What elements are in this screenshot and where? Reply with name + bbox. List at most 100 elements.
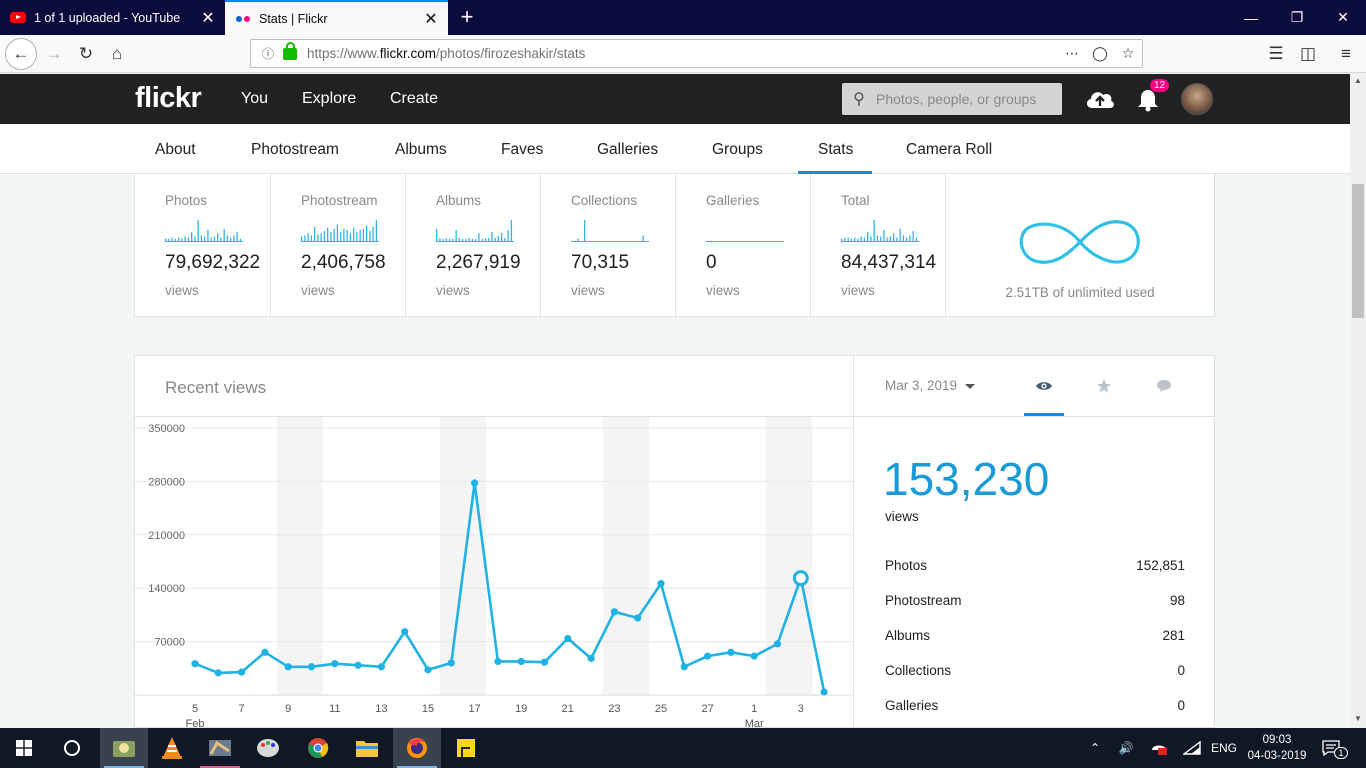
sparkline-bar (197, 220, 199, 242)
system-clock[interactable]: 09:03 04-03-2019 (1242, 732, 1312, 764)
forward-arrow-icon[interactable]: → (45, 44, 63, 63)
flickr-icon (235, 11, 251, 27)
close-icon[interactable]: ✕ (424, 10, 438, 28)
sparkline (706, 241, 784, 242)
tab-camera-roll[interactable]: Camera Roll (906, 141, 993, 158)
app-icon-games[interactable] (100, 728, 148, 768)
scroll-down-arrow-icon[interactable]: ▼ (1354, 714, 1362, 723)
info-icon[interactable]: ⓘ (261, 47, 274, 61)
stat-label: Photos (165, 193, 208, 208)
stat-label: Galleries (706, 193, 760, 208)
sparkline-baseline (571, 241, 649, 242)
page-scrollbar[interactable]: ▲ ▼ (1350, 74, 1366, 728)
url-text[interactable]: https://www.flickr.com/photos/firozeshak… (307, 46, 586, 61)
stat-card-galleries[interactable]: Galleries 0 views (676, 174, 811, 317)
comments-tab[interactable] (1144, 376, 1184, 396)
sparkline-bar (458, 238, 461, 242)
sparkline-bar (369, 231, 371, 242)
wifi-icon[interactable] (1180, 728, 1204, 768)
data-point (657, 580, 665, 588)
new-tab-plus-icon[interactable]: + (460, 4, 474, 29)
sparkline-bar (847, 237, 849, 242)
sparkline-bar (497, 236, 500, 242)
upload-cloud-icon[interactable] (1084, 86, 1116, 112)
volume-icon[interactable]: 🔊 (1118, 741, 1134, 755)
sidebar-icon[interactable]: ◫ (1299, 44, 1317, 63)
back-arrow-icon[interactable]: ← (5, 38, 37, 70)
tab-flickr-stats[interactable]: Stats | Flickr ✕ (225, 0, 448, 35)
faves-tab[interactable] (1084, 376, 1124, 396)
bookmark-star-icon[interactable]: ☆ (1121, 45, 1135, 61)
x-tick-label: 3 (798, 703, 804, 715)
breakdown-row: Photos 152,851 (885, 558, 1185, 578)
notification-count: 1 (1334, 747, 1348, 759)
scroll-up-arrow-icon[interactable]: ▲ (1354, 76, 1362, 85)
stat-card-collections[interactable]: Collections 70,315 views (541, 174, 676, 317)
avatar[interactable] (1181, 83, 1213, 115)
flickr-logo[interactable]: flickr (135, 82, 202, 114)
tab-stats[interactable]: Stats (818, 141, 854, 158)
notifications-bell-icon[interactable] (1137, 88, 1159, 112)
stat-unit: views (706, 283, 740, 298)
sparkline-bar (484, 238, 487, 242)
nav-you[interactable]: You (241, 90, 268, 107)
sparkline-bar (304, 235, 306, 242)
pocket-icon[interactable]: ◯ (1092, 45, 1108, 61)
page-actions-icon[interactable]: ⋯ (1065, 45, 1079, 61)
paint-icon[interactable] (244, 728, 292, 768)
sparkline-bar (912, 231, 914, 242)
reload-icon[interactable]: ↻ (78, 44, 94, 63)
antivirus-icon[interactable] (1146, 728, 1172, 768)
total-views-unit: views (885, 509, 919, 524)
data-point (540, 658, 549, 666)
file-explorer-icon[interactable] (343, 728, 391, 768)
tab-about[interactable]: About (155, 141, 196, 158)
tab-photostream[interactable]: Photostream (251, 141, 339, 158)
tab-albums[interactable]: Albums (395, 141, 447, 158)
breakdown-value: 98 (1169, 593, 1185, 608)
tab-faves[interactable]: Faves (501, 141, 544, 158)
search-input[interactable]: ⚲ Photos, people, or groups (842, 83, 1062, 115)
stat-card-photostream[interactable]: Photostream 2,406,758 views (271, 174, 406, 317)
views-tab[interactable] (1024, 376, 1064, 396)
stat-card-albums[interactable]: Albums 2,267,919 views (406, 174, 541, 317)
language-indicator[interactable]: ENG (1210, 741, 1237, 755)
firefox-icon[interactable] (393, 728, 441, 768)
tab-galleries[interactable]: Galleries (597, 141, 659, 158)
breakdown-value: 0 (1177, 698, 1185, 713)
sparkline (841, 220, 919, 242)
window-close-icon[interactable]: ✕ (1337, 9, 1349, 25)
menu-icon[interactable]: ≡ (1341, 44, 1351, 63)
tab-title: 1 of 1 uploaded - YouTube (34, 10, 181, 25)
sticky-notes-icon[interactable] (442, 728, 490, 768)
data-point (307, 663, 316, 671)
close-icon[interactable]: ✕ (201, 9, 215, 27)
stat-card-total[interactable]: Total 84,437,314 views (811, 174, 946, 317)
browser-tab-bar: 1 of 1 uploaded - YouTube ✕ Stats | Flic… (0, 0, 1366, 35)
y-tick-label: 210000 (148, 530, 185, 542)
sparkline-bar (478, 233, 480, 242)
nav-explore[interactable]: Explore (302, 90, 357, 107)
stat-card-photos[interactable]: Photos 79,692,322 views (135, 174, 271, 317)
cortana-search-icon[interactable] (48, 728, 96, 768)
tray-chevron-up-icon[interactable]: ⌃ (1089, 741, 1101, 755)
restore-icon[interactable]: ❐ (1290, 9, 1304, 25)
address-bar[interactable]: ⓘ https://www.flickr.com/photos/firozesh… (250, 39, 1143, 68)
minimize-icon[interactable]: — (1244, 9, 1258, 26)
action-center-icon[interactable]: 1 (1320, 728, 1350, 768)
home-icon[interactable]: ⌂ (111, 44, 123, 63)
nav-create[interactable]: Create (390, 90, 439, 107)
chrome-icon[interactable] (294, 728, 342, 768)
tab-youtube[interactable]: 1 of 1 uploaded - YouTube ✕ (0, 0, 225, 35)
data-point (564, 634, 572, 643)
x-tick-label: 21 (562, 703, 574, 715)
scrollbar-thumb[interactable] (1352, 184, 1364, 318)
vlc-icon[interactable] (148, 728, 196, 768)
windows-start-icon[interactable] (0, 728, 48, 768)
sparkline-bar (217, 233, 219, 242)
video-editor-icon[interactable] (196, 728, 244, 768)
date-select[interactable]: Mar 3, 2019 (885, 378, 976, 393)
library-icon[interactable]: ☰ (1268, 44, 1284, 63)
tab-groups[interactable]: Groups (712, 141, 763, 158)
